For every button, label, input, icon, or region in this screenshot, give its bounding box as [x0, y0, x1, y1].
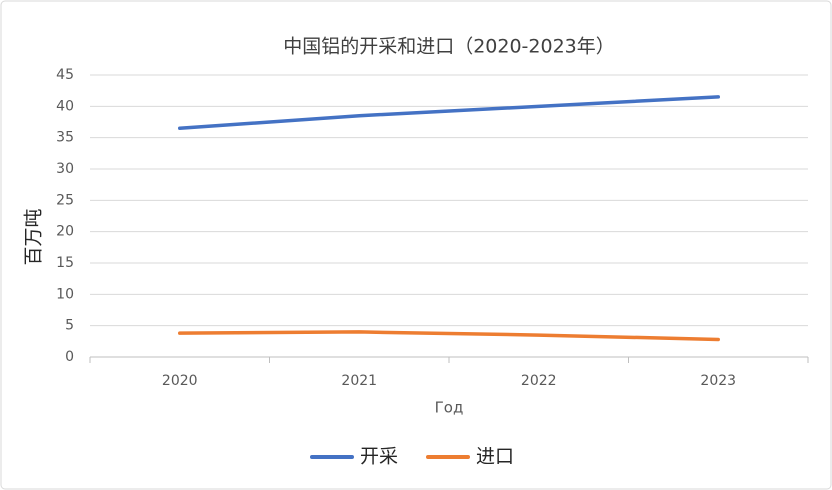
- y-tick-label: 10: [56, 286, 74, 302]
- chart-title: 中国铝的开采和进口（2020-2023年）: [283, 36, 615, 58]
- y-tick-label: 25: [56, 192, 74, 208]
- series-line: [178, 95, 720, 131]
- x-tick-label: 2022: [521, 373, 557, 389]
- y-tick-label: 20: [56, 224, 74, 240]
- y-tick-label: 30: [56, 161, 74, 177]
- x-tick-label: 2020: [162, 373, 198, 389]
- legend-label: 开采: [360, 446, 398, 468]
- x-tick-label: 2021: [341, 373, 377, 389]
- y-tick-label: 35: [56, 130, 74, 146]
- y-tick-label: 5: [65, 318, 74, 334]
- x-tick-label: 2023: [700, 373, 736, 389]
- series-line: [178, 330, 720, 342]
- y-axis-label: 百万吨: [23, 208, 45, 265]
- y-tick-label: 0: [65, 349, 74, 365]
- x-axis-label: Год: [435, 399, 464, 417]
- y-tick-label: 45: [56, 67, 74, 83]
- y-tick-label: 15: [56, 255, 74, 271]
- y-tick-label: 40: [56, 98, 74, 114]
- legend-label: 进口: [476, 446, 514, 468]
